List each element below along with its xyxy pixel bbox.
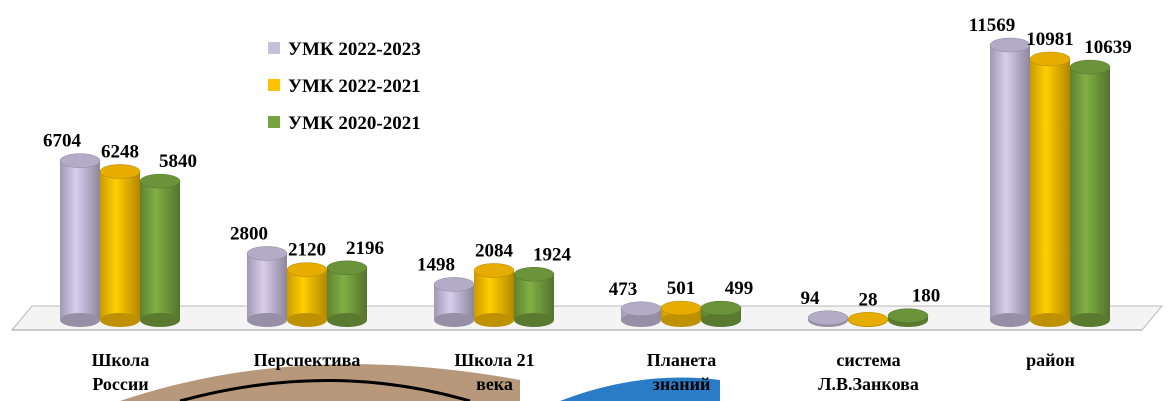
value-label: 1498 <box>417 254 455 275</box>
bar-bottom <box>1030 313 1070 327</box>
legend-swatch <box>268 116 280 128</box>
legend-label: УМК 2022-2023 <box>288 39 421 60</box>
value-label: 6704 <box>43 131 82 152</box>
bar-top <box>514 267 554 281</box>
bar <box>1070 60 1110 327</box>
bar <box>247 246 287 327</box>
value-label: 1924 <box>533 244 572 265</box>
bar-top <box>287 263 327 277</box>
bar-bottom <box>327 313 367 327</box>
bar-top <box>990 38 1030 52</box>
bar <box>661 301 701 327</box>
value-label: 501 <box>667 278 696 299</box>
bar <box>287 263 327 327</box>
category-label: район <box>993 348 1108 372</box>
bar-top <box>661 301 701 315</box>
bar-top <box>808 311 848 325</box>
bar-body <box>327 268 367 320</box>
bar-top <box>621 302 661 316</box>
bar <box>701 301 741 327</box>
bar <box>808 311 848 327</box>
bar-bottom <box>140 313 180 327</box>
legend-label: УМК 2022-2021 <box>288 76 421 97</box>
bar <box>888 309 928 327</box>
bar-bottom <box>474 313 514 327</box>
bar-bottom <box>100 313 140 327</box>
value-label: 94 <box>801 288 821 309</box>
chart-svg: 6704 6248 5840 2800 2120 2196 1498 2084 1924 473 5… <box>0 0 1176 401</box>
bar <box>474 263 514 327</box>
bar-body <box>1030 59 1070 320</box>
bar <box>990 38 1030 327</box>
bar-bottom <box>434 313 474 327</box>
bar-body <box>60 161 100 320</box>
bar-top <box>701 301 741 315</box>
floor <box>12 306 1162 330</box>
value-label: 10639 <box>1084 37 1132 58</box>
bar <box>848 312 888 327</box>
bar-body <box>990 45 1030 320</box>
value-label: 28 <box>859 289 878 310</box>
bar <box>60 154 100 327</box>
bar-body <box>100 171 140 320</box>
bar-body <box>287 270 327 320</box>
bar-bottom <box>990 313 1030 327</box>
bar-top <box>848 312 888 326</box>
bar-bottom <box>247 313 287 327</box>
bar-top <box>247 246 287 260</box>
bar-body <box>247 253 287 320</box>
value-label: 11569 <box>969 15 1015 36</box>
value-label: 2800 <box>230 223 268 244</box>
value-label: 6248 <box>101 141 139 162</box>
value-label: 180 <box>912 286 941 307</box>
bar-bottom <box>514 313 554 327</box>
bar-top <box>327 261 367 275</box>
value-label: 2120 <box>288 240 326 261</box>
bar-top <box>434 277 474 291</box>
bar <box>140 174 180 327</box>
legend-label: УМК 2020-2021 <box>288 113 421 134</box>
value-label: 5840 <box>159 151 197 172</box>
bar <box>434 277 474 327</box>
value-label: 499 <box>725 278 754 299</box>
bar-bottom <box>1070 313 1110 327</box>
category-label: Планета знаний <box>624 348 739 396</box>
legend-swatch <box>268 79 280 91</box>
bar <box>327 261 367 327</box>
bar-top <box>888 309 928 323</box>
value-label: 2084 <box>475 240 514 261</box>
category-label: система Л.В.Занкова <box>811 348 926 396</box>
bar <box>100 164 140 327</box>
bar-body <box>1070 67 1110 320</box>
value-label: 10981 <box>1026 29 1074 50</box>
bar-body <box>140 181 180 320</box>
legend-swatch <box>268 42 280 54</box>
category-label: Перспектива <box>232 348 382 372</box>
bar-top <box>1030 52 1070 66</box>
bar-top <box>60 154 100 168</box>
bar-top <box>474 263 514 277</box>
bar-bottom <box>287 313 327 327</box>
chart: 6704 6248 5840 2800 2120 2196 1498 2084 1924 473 5… <box>0 0 1176 401</box>
value-label: 2196 <box>346 238 384 259</box>
bar <box>514 267 554 327</box>
bar <box>621 302 661 327</box>
bar-bottom <box>60 313 100 327</box>
category-label: Школа 21 века <box>437 348 552 396</box>
category-label: Школа России <box>63 348 178 396</box>
bar-body <box>474 270 514 320</box>
bar <box>1030 52 1070 327</box>
bar-top <box>100 164 140 178</box>
bar-top <box>1070 60 1110 74</box>
value-label: 473 <box>609 279 638 300</box>
bar-top <box>140 174 180 188</box>
